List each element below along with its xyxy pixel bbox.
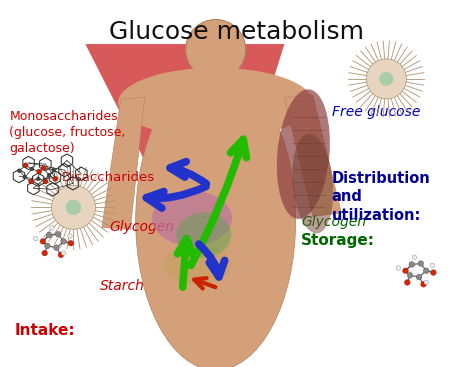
Circle shape — [45, 243, 50, 249]
Circle shape — [36, 169, 42, 174]
Circle shape — [41, 166, 46, 171]
Text: Glucose metabolism: Glucose metabolism — [109, 20, 365, 44]
Circle shape — [50, 226, 54, 230]
Ellipse shape — [152, 191, 232, 246]
Ellipse shape — [118, 68, 313, 138]
Circle shape — [40, 239, 46, 244]
Circle shape — [42, 250, 47, 256]
Ellipse shape — [292, 134, 333, 233]
Circle shape — [23, 175, 27, 179]
Text: Glycogen: Glycogen — [301, 215, 366, 229]
Circle shape — [420, 281, 427, 287]
Text: Distribution
and
utilization:: Distribution and utilization: — [332, 171, 430, 223]
Circle shape — [68, 240, 73, 246]
Circle shape — [61, 239, 66, 244]
Circle shape — [423, 268, 429, 274]
Polygon shape — [85, 44, 284, 286]
Circle shape — [409, 262, 415, 267]
Circle shape — [430, 270, 436, 275]
Circle shape — [47, 173, 51, 177]
Circle shape — [34, 236, 38, 241]
Ellipse shape — [162, 244, 232, 284]
Circle shape — [52, 185, 95, 229]
Circle shape — [55, 231, 61, 237]
Circle shape — [396, 266, 401, 270]
Ellipse shape — [136, 70, 296, 367]
Circle shape — [404, 280, 410, 285]
Circle shape — [52, 168, 55, 172]
Circle shape — [53, 176, 58, 181]
Ellipse shape — [277, 89, 330, 219]
Circle shape — [61, 251, 66, 255]
Polygon shape — [204, 72, 228, 84]
Polygon shape — [102, 97, 145, 229]
Circle shape — [412, 255, 417, 259]
Polygon shape — [284, 95, 341, 217]
Circle shape — [186, 19, 246, 80]
Circle shape — [43, 179, 48, 184]
Circle shape — [402, 268, 409, 274]
Circle shape — [28, 179, 34, 184]
Ellipse shape — [176, 212, 231, 257]
Text: Monosaccharides
(glucose, fructose,
galactose): Monosaccharides (glucose, fructose, gala… — [9, 110, 126, 155]
Circle shape — [379, 72, 393, 86]
Circle shape — [18, 169, 21, 173]
Text: Intake:: Intake: — [14, 323, 75, 338]
Circle shape — [54, 245, 59, 251]
Text: Storage:: Storage: — [301, 233, 375, 248]
Circle shape — [66, 200, 81, 215]
Circle shape — [23, 163, 28, 168]
Circle shape — [58, 252, 64, 258]
Circle shape — [366, 59, 406, 99]
Circle shape — [30, 167, 34, 171]
Circle shape — [418, 261, 424, 266]
Text: Disaccharides: Disaccharides — [62, 171, 155, 184]
Text: Free glucose: Free glucose — [332, 105, 420, 119]
Circle shape — [46, 232, 52, 238]
Circle shape — [68, 234, 72, 238]
Circle shape — [407, 272, 413, 278]
Circle shape — [430, 263, 435, 268]
Circle shape — [416, 274, 422, 280]
Text: Starch: Starch — [100, 279, 145, 293]
Text: Glycogen: Glycogen — [109, 220, 174, 234]
Circle shape — [424, 280, 428, 285]
Circle shape — [36, 177, 40, 181]
